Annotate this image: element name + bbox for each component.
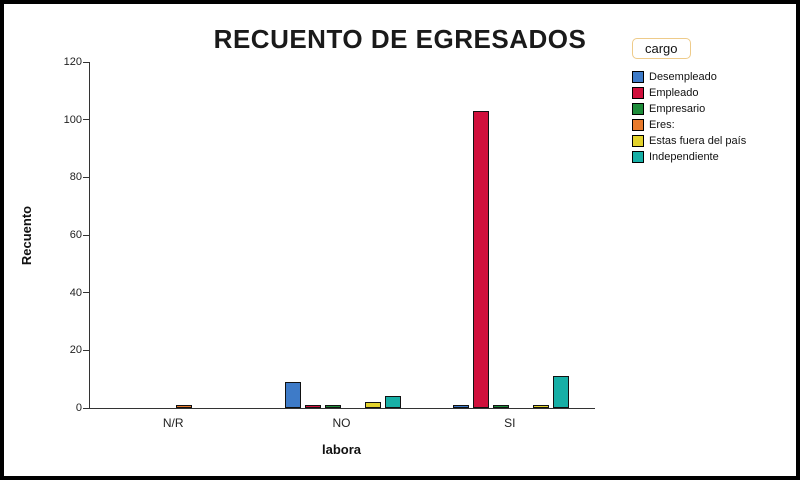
legend-item: Desempleado [632, 71, 796, 83]
legend-item: Estas fuera del país [632, 135, 796, 147]
bar-SI-Desempleado [452, 405, 469, 408]
y-tick-label: 80 [69, 171, 82, 184]
legend-swatch [632, 119, 644, 131]
legend-label: Independiente [649, 151, 719, 163]
plot-area [89, 62, 595, 409]
legend-item: Eres: [632, 119, 796, 131]
y-tick-label: 60 [69, 229, 82, 241]
legend: cargo Desempleado Empleado Empresario Eres:… [632, 38, 796, 167]
legend-swatch [632, 87, 644, 99]
bar-N/R-Eres: [176, 405, 193, 408]
bar-NO-Independiente [384, 396, 401, 408]
y-tick-mark [83, 61, 89, 63]
legend-label: Empresario [649, 103, 706, 115]
legend-item: Independiente [632, 151, 796, 163]
legend-items: Desempleado Empleado Empresario Eres: Estas … [632, 71, 796, 163]
x-axis-title: labora [321, 442, 361, 457]
legend-label: Empleado [649, 87, 699, 99]
legend-swatch [632, 71, 644, 83]
bar-SI-Estas fuera del país [532, 405, 549, 408]
y-tick-label: 100 [63, 113, 82, 126]
y-tick-label: 20 [69, 344, 82, 357]
y-axis-title: Recuento [19, 205, 35, 265]
bar-NO-Estas fuera del país [364, 402, 381, 408]
legend-title: cargo [632, 38, 691, 59]
legend-swatch [632, 151, 644, 163]
y-axis-title-wrap: Recuento [18, 62, 36, 408]
x-category-label: N/R [162, 416, 184, 430]
x-category-label: SI [504, 416, 516, 430]
y-tick-mark [83, 349, 89, 351]
legend-swatch [632, 135, 644, 147]
y-tick-label: 40 [69, 286, 82, 299]
legend-swatch [632, 103, 644, 115]
y-tick-mark [83, 292, 89, 294]
x-category-label: NO [332, 416, 351, 430]
bar-SI-Independiente [552, 376, 569, 408]
legend-item: Empleado [632, 87, 796, 99]
y-tick-mark [83, 176, 89, 178]
chart-title: RECUENTO DE EGRESADOS [213, 24, 587, 54]
y-tick-mark [83, 407, 89, 409]
y-tick-mark [83, 119, 89, 121]
y-tick-label: 0 [75, 402, 82, 414]
bar-SI-Empresario [492, 405, 509, 408]
bar-NO-Empleado [304, 405, 321, 408]
bar-NO-Desempleado [284, 382, 301, 408]
y-tick-label: 120 [63, 56, 82, 68]
legend-label: Desempleado [649, 71, 717, 83]
bar-SI-Empleado [472, 111, 489, 408]
bar-NO-Empresario [324, 405, 341, 408]
y-tick-mark [83, 234, 89, 236]
legend-item: Empresario [632, 103, 796, 115]
legend-label: Estas fuera del país [649, 135, 747, 147]
legend-label: Eres: [649, 119, 675, 131]
